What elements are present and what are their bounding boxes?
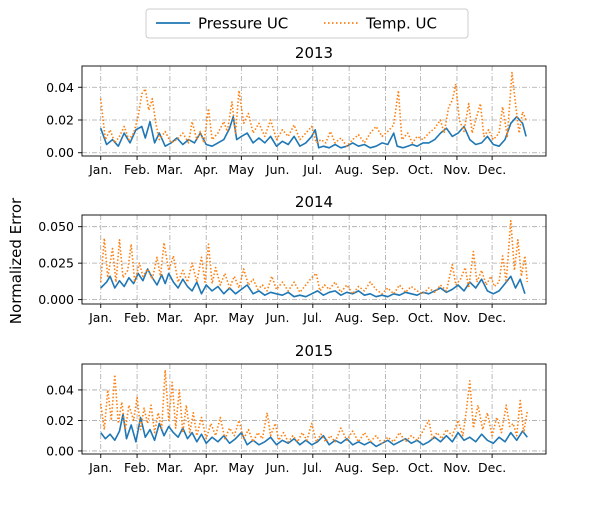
- x-tick-label: Jun.: [265, 162, 290, 177]
- x-tick-label: Dec.: [478, 310, 506, 325]
- x-tick-label: Apr.: [194, 162, 218, 177]
- x-tick-label: Sep.: [372, 460, 400, 475]
- x-tick-label: Feb.: [124, 310, 150, 325]
- x-tick-label: Oct.: [408, 162, 434, 177]
- y-tick-label: 0.025: [38, 256, 74, 271]
- axes-frame: [81, 214, 547, 305]
- x-tick-label: Aug.: [335, 310, 363, 325]
- axes-frame: [81, 363, 547, 455]
- panel-2013: 2013 Jan. Feb. Mar. Apr. May Jun. Jul. Aug. Sep. O…: [46, 44, 547, 177]
- legend-label-temp-uc: Temp. UC: [365, 15, 437, 33]
- x-tick-label: Oct.: [408, 310, 434, 325]
- y-tick-label: 0.000: [38, 292, 74, 307]
- x-tick-label: Jul.: [302, 460, 322, 475]
- y-tick-label: 0.04: [46, 382, 74, 397]
- legend-label-pressure-uc: Pressure UC: [198, 15, 288, 33]
- x-tick-label: Apr.: [194, 460, 218, 475]
- x-tick-label: Aug.: [335, 460, 363, 475]
- x-tick-label: Jan.: [88, 162, 112, 177]
- panel-title: 2014: [295, 193, 333, 211]
- panel-2014: 2014 Jan. Feb. Mar. Apr. May Jun. Jul. Aug. Sep. O…: [38, 193, 547, 325]
- x-tick-label: Feb.: [124, 460, 150, 475]
- y-tick-label: 0.02: [46, 413, 74, 428]
- x-tick-label: May: [228, 460, 254, 475]
- x-tick-label: Jan.: [88, 310, 112, 325]
- x-tick-label: Mar.: [157, 460, 183, 475]
- series-line-temp-uc: [99, 369, 529, 445]
- y-tick-label: 0.00: [46, 443, 74, 458]
- x-tick-label: Aug.: [335, 162, 363, 177]
- y-tick-label: 0.04: [46, 80, 74, 95]
- legend-frame: [145, 8, 469, 39]
- y-tick-label: 0.02: [46, 113, 74, 128]
- x-tick-label: May: [228, 162, 254, 177]
- x-tick-label: Sep.: [372, 310, 400, 325]
- x-tick-label: Sep.: [372, 162, 400, 177]
- y-tick-label: 0.00: [46, 145, 74, 160]
- panel-title: 2013: [295, 44, 333, 62]
- x-tick-label: Jul.: [302, 310, 322, 325]
- x-tick-label: Mar.: [157, 310, 183, 325]
- panel-2015: 2015 Jan. Feb. Mar. Apr. May Jun. Jul. Aug. Sep. O…: [46, 342, 547, 475]
- y-axis-label: Normalized Error: [7, 197, 25, 324]
- axes-frame: [81, 65, 547, 157]
- x-tick-label: Mar.: [157, 162, 183, 177]
- x-tick-label: Jun.: [265, 460, 290, 475]
- x-tick-label: Jan.: [88, 460, 112, 475]
- x-tick-label: Dec.: [478, 460, 506, 475]
- series-line-pressure-uc: [100, 268, 526, 298]
- x-tick-label: Feb.: [124, 162, 150, 177]
- x-tick-label: Nov.: [443, 460, 470, 475]
- x-tick-label: Nov.: [443, 162, 470, 177]
- x-tick-label: Dec.: [478, 162, 506, 177]
- panel-title: 2015: [295, 342, 333, 360]
- legend: Pressure UC Temp. UC: [145, 8, 469, 39]
- x-tick-label: Oct.: [408, 460, 434, 475]
- x-tick-label: Jul.: [302, 162, 322, 177]
- x-tick-label: Nov.: [443, 310, 470, 325]
- x-tick-label: May: [228, 310, 254, 325]
- series-line-pressure-uc: [100, 413, 528, 448]
- y-tick-label: 0.050: [38, 219, 74, 234]
- x-tick-label: Jun.: [265, 310, 290, 325]
- x-tick-label: Apr.: [194, 310, 218, 325]
